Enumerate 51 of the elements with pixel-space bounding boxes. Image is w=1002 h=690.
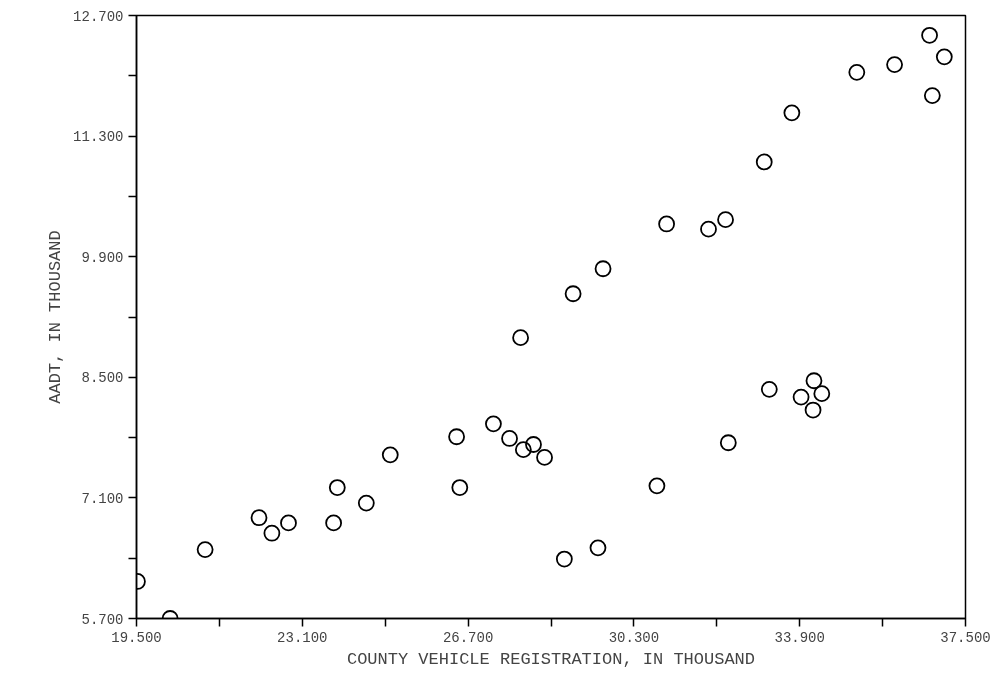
point (848, 63, 866, 81)
y-tick-label: 12.700 (73, 8, 124, 25)
y-tick-label: 11.300 (73, 129, 124, 146)
y-tick-label: 8.500 (81, 370, 124, 387)
point (921, 26, 938, 44)
point (760, 380, 778, 398)
point (594, 260, 612, 278)
point (923, 87, 941, 104)
x-axis-title: COUNTY VEHICLE REGISTRATION, IN THOUSAND (346, 649, 756, 669)
point (357, 494, 375, 512)
point (813, 385, 831, 403)
point (501, 430, 518, 447)
point (805, 372, 823, 390)
point (451, 479, 469, 496)
point (755, 153, 773, 171)
point (514, 441, 532, 459)
x-tick-label: 26.700 (442, 629, 494, 646)
x-tick-label: 23.100 (277, 629, 328, 646)
point (325, 514, 343, 532)
x-tick-label: 19.500 (111, 629, 162, 646)
point (328, 479, 346, 496)
point (250, 509, 268, 527)
point (448, 428, 465, 446)
x-tick-label: 37.500 (940, 629, 991, 646)
y-tick-label: 9.900 (81, 249, 124, 266)
point (886, 56, 903, 73)
point (512, 329, 529, 347)
point (555, 550, 573, 568)
point (280, 514, 297, 532)
point (935, 48, 953, 66)
point (700, 220, 717, 238)
point (792, 388, 810, 406)
y-tick-label: 5.700 (81, 611, 124, 628)
y-axis-title: AADT, IN THOUSAND (46, 230, 66, 404)
point (381, 446, 399, 464)
point (589, 539, 607, 557)
x-tick-label: 33.900 (774, 629, 825, 646)
point (719, 434, 737, 452)
point (485, 415, 502, 433)
point (783, 104, 801, 122)
point (536, 449, 553, 466)
point (263, 524, 281, 542)
point (525, 436, 542, 453)
point (564, 285, 582, 303)
point (648, 477, 666, 495)
y-tick-label: 7.100 (81, 490, 124, 507)
x-tick-label: 30.300 (608, 629, 660, 646)
point (196, 541, 214, 558)
point (658, 215, 675, 233)
point (804, 401, 822, 419)
point (717, 211, 734, 229)
